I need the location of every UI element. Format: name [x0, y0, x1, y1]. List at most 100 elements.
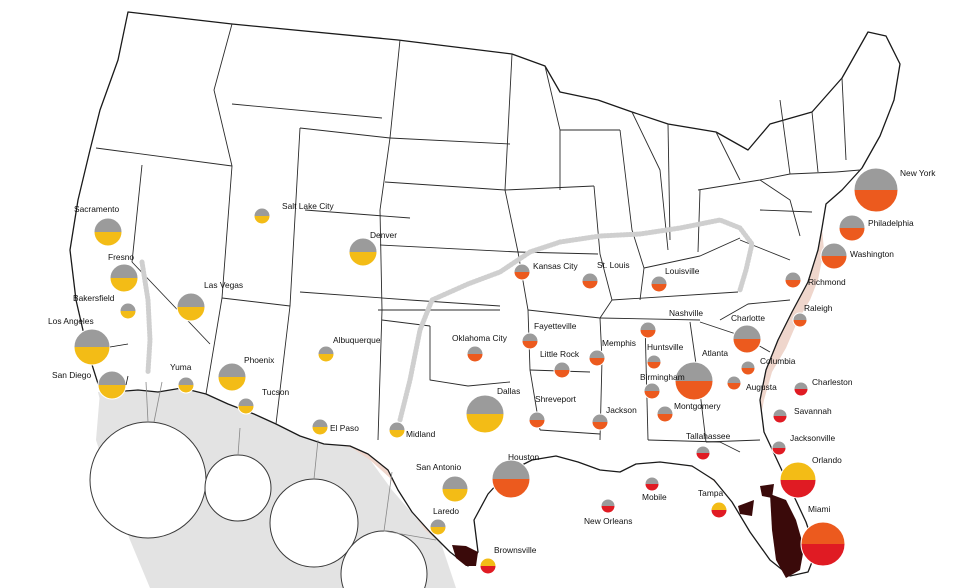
- city-marker[interactable]: Charlotte: [731, 313, 765, 354]
- city-label: Richmond: [808, 277, 846, 287]
- city-marker-bottom-half: [675, 381, 713, 400]
- city-marker[interactable]: Fayetteville: [521, 321, 577, 350]
- city-marker-ring: [646, 354, 662, 370]
- city-marker-top-half: [178, 377, 194, 385]
- city-marker[interactable]: Huntsville: [646, 342, 684, 370]
- city-label: Tallahassee: [686, 431, 731, 441]
- city-label: Charlotte: [731, 313, 765, 323]
- city-marker[interactable]: Orlando: [779, 455, 842, 499]
- city-marker[interactable]: Little Rock: [540, 349, 580, 379]
- city-marker[interactable]: Albuquerque: [317, 335, 381, 363]
- city-marker[interactable]: Raleigh: [792, 303, 833, 328]
- city-marker-ring: [479, 557, 497, 575]
- city-label: Los Angeles: [48, 316, 94, 326]
- city-marker[interactable]: Denver: [348, 230, 397, 267]
- city-marker[interactable]: St. Louis: [581, 260, 630, 290]
- city-marker-top-half: [442, 476, 468, 489]
- city-marker-top-half: [793, 313, 807, 320]
- city-marker[interactable]: Dallas: [465, 386, 520, 434]
- city-marker[interactable]: Phoenix: [217, 355, 275, 392]
- city-marker[interactable]: New Orleans: [584, 498, 632, 526]
- city-marker-top-half: [780, 462, 816, 480]
- city-marker[interactable]: Nashville: [639, 308, 703, 339]
- city-marker[interactable]: Fresno: [108, 252, 139, 293]
- city-marker[interactable]: Louisville: [650, 266, 700, 293]
- city-label: Phoenix: [244, 355, 275, 365]
- city-marker-bottom-half: [592, 422, 608, 430]
- city-marker[interactable]: Tampa: [698, 488, 728, 519]
- city-marker[interactable]: Oklahoma City: [452, 333, 508, 363]
- city-marker-ring: [466, 345, 484, 363]
- city-marker-top-half: [696, 446, 710, 453]
- city-marker[interactable]: Los Angeles: [48, 316, 129, 366]
- city-marker[interactable]: Savannah: [772, 406, 832, 424]
- city-marker[interactable]: Richmond: [784, 271, 846, 289]
- city-marker[interactable]: El Paso: [311, 418, 359, 436]
- city-marker[interactable]: Miami: [800, 504, 846, 567]
- city-marker-bottom-half: [177, 307, 205, 321]
- city-marker-ring: [674, 361, 714, 401]
- city-marker[interactable]: Bakersfield: [73, 293, 137, 320]
- city-marker[interactable]: Brownsville: [479, 545, 537, 575]
- city-marker-top-half: [592, 414, 608, 422]
- city-marker[interactable]: New York: [853, 167, 936, 213]
- city-marker-bottom-half: [727, 383, 741, 390]
- city-marker[interactable]: Augusta: [726, 375, 777, 392]
- city-marker[interactable]: Shreveport: [528, 394, 577, 429]
- city-marker[interactable]: Sacramento: [74, 204, 123, 247]
- city-marker-top-half: [467, 346, 483, 354]
- city-marker-ring: [581, 272, 599, 290]
- city-marker-ring: [177, 376, 195, 394]
- city-marker[interactable]: Montgomery: [656, 401, 721, 423]
- city-marker[interactable]: Kansas City: [513, 261, 578, 281]
- city-marker-ring: [656, 405, 674, 423]
- city-marker-bottom-half: [218, 377, 246, 391]
- city-marker[interactable]: Charleston: [793, 377, 853, 397]
- city-marker[interactable]: Jackson: [591, 405, 637, 431]
- city-marker[interactable]: Las Vegas: [176, 280, 243, 322]
- city-marker-top-half: [94, 218, 122, 232]
- city-marker[interactable]: Columbia: [740, 356, 796, 376]
- city-marker-top-half: [651, 276, 667, 284]
- city-label: New York: [900, 168, 936, 178]
- city-marker-top-half: [98, 371, 126, 385]
- city-marker[interactable]: Salt Lake City: [253, 201, 334, 225]
- city-marker[interactable]: Midland: [388, 421, 436, 439]
- city-label: Yuma: [170, 362, 192, 372]
- city-marker-bottom-half: [492, 479, 530, 498]
- city-marker[interactable]: Tallahassee: [686, 431, 731, 461]
- city-label: Kansas City: [533, 261, 578, 271]
- city-marker-top-half: [657, 406, 673, 414]
- city-marker[interactable]: Washington: [820, 242, 894, 270]
- city-marker[interactable]: San Diego: [52, 370, 129, 400]
- city-marker-top-half: [640, 322, 656, 330]
- city-marker-top-half: [514, 264, 530, 272]
- city-marker[interactable]: Birmingham: [640, 372, 685, 400]
- city-marker[interactable]: Mobile: [642, 476, 667, 502]
- city-marker[interactable]: Yuma: [170, 362, 195, 394]
- city-marker[interactable]: San Antonio: [416, 462, 469, 503]
- city-label: Atlanta: [702, 348, 728, 358]
- city-marker-ring: [588, 349, 606, 367]
- city-marker[interactable]: Tucson: [237, 387, 289, 415]
- city-marker-bottom-half: [854, 190, 898, 212]
- city-marker-ring: [853, 167, 899, 213]
- city-marker[interactable]: Jacksonville: [771, 433, 835, 456]
- city-marker-top-half: [711, 502, 727, 510]
- city-marker-ring: [792, 312, 808, 328]
- city-marker[interactable]: Laredo: [429, 506, 459, 536]
- city-marker[interactable]: Houston: [491, 452, 540, 499]
- city-label: Montgomery: [674, 401, 721, 411]
- city-marker[interactable]: Atlanta: [674, 348, 728, 401]
- city-marker-top-half: [238, 398, 254, 406]
- city-marker-bottom-half: [801, 544, 845, 566]
- city-marker-top-half: [794, 382, 808, 389]
- city-marker[interactable]: Memphis: [588, 338, 636, 367]
- city-marker-top-half: [741, 361, 755, 368]
- city-marker-ring: [429, 518, 447, 536]
- city-label: Raleigh: [804, 303, 833, 313]
- city-marker-bottom-half: [238, 406, 254, 414]
- city-marker[interactable]: Philadelphia: [838, 214, 914, 242]
- city-label: Nashville: [669, 308, 703, 318]
- city-marker-bottom-half: [589, 358, 605, 366]
